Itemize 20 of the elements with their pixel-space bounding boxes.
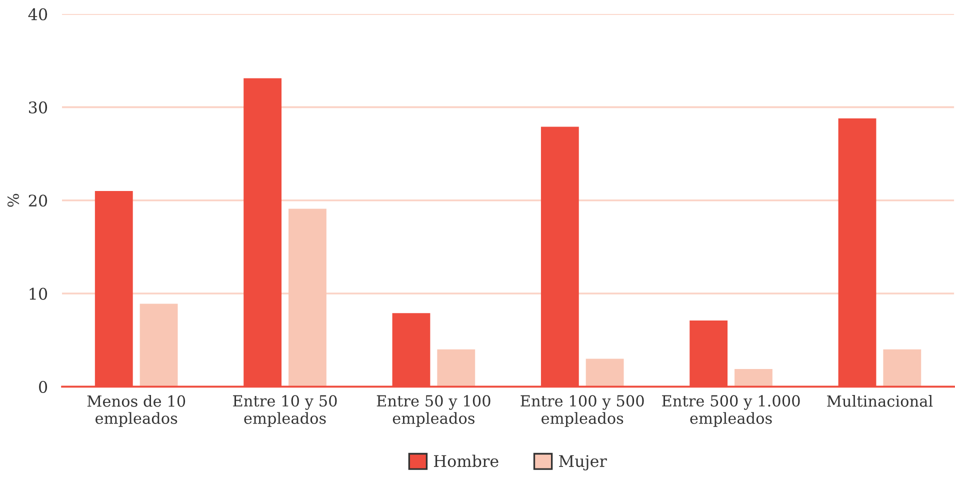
y-tick-label: 40: [28, 8, 48, 20]
legend-label: Hombre: [434, 454, 498, 468]
y-tick-label: 0: [39, 380, 48, 393]
x-tick-label: Menos de 10 empleados: [87, 395, 186, 427]
x-tick-label: Entre 50 y 100 empleados: [376, 395, 490, 427]
y-axis-title: %: [7, 194, 20, 207]
x-tick-label: Multinacional: [827, 395, 933, 407]
bar: [437, 349, 476, 387]
y-tick-label: 30: [29, 101, 48, 114]
legend-label: Mujer: [559, 455, 607, 470]
y-tick-label: 20: [28, 194, 48, 207]
bar: [140, 304, 178, 387]
bar: [288, 208, 326, 387]
bar: [883, 349, 922, 387]
bar: [734, 368, 772, 387]
x-tick-label: Entre 100 y 500 empleados: [520, 395, 644, 427]
y-tick-label: 10: [30, 288, 48, 300]
bar: [586, 358, 624, 387]
x-tick-label: Entre 10 y 50 empleados: [233, 395, 337, 427]
x-tick-label: Entre 500 y 1.000 empleados: [662, 395, 800, 427]
